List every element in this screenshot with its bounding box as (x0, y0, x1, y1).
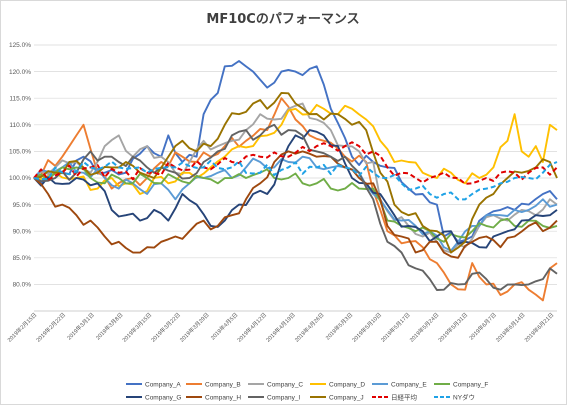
y-tick-label: 125.0% (9, 42, 31, 49)
series-line-company-b (33, 97, 558, 302)
legend-label: 日経平均 (391, 392, 418, 401)
series-line-company-j (33, 91, 558, 254)
legend-label: Company_F (453, 381, 488, 388)
y-tick-label: 90.0% (13, 228, 32, 235)
x-tick-label: 2019年3月8日 (94, 311, 125, 342)
x-tick-label: 2019年5月10日 (350, 311, 383, 344)
y-tick-label: 85.0% (13, 255, 32, 262)
legend-label: Company_G (145, 394, 182, 401)
legend-label: Company_E (391, 381, 427, 388)
x-tick-label: 2019年4月26日 (293, 311, 326, 344)
y-tick-label: 80.0% (13, 282, 32, 289)
legend-label: NYダウ (453, 392, 475, 401)
series-line-company-a (33, 60, 558, 243)
legend-label: Company_I (267, 394, 300, 401)
legend-label: Company_H (205, 394, 241, 401)
legend-label: Company_D (329, 381, 365, 388)
x-tick-label: 2019年4月12日 (235, 311, 268, 344)
x-tick-label: 2019年2月15日 (5, 311, 38, 344)
x-tick-label: 2019年4月19日 (264, 311, 297, 344)
y-tick-label: 110.0% (9, 122, 31, 129)
legend-label: Company_A (145, 381, 181, 388)
series-line-company-f (33, 166, 558, 243)
x-tick-label: 2019年6月21日 (522, 311, 555, 344)
x-tick-label: 2019年5月17日 (379, 311, 412, 344)
x-tick-label: 2019年5月31日 (436, 311, 469, 344)
chart-title: MF10Cのパフォーマンス (206, 12, 359, 27)
y-tick-label: 120.0% (9, 69, 31, 76)
x-tick-label: 2019年6月14日 (494, 311, 527, 344)
legend-label: Company_C (267, 381, 303, 388)
x-tick-label: 2019年3月22日 (149, 311, 182, 344)
x-tick-label: 2019年2月22日 (34, 311, 67, 344)
y-tick-label: 100.0% (9, 175, 31, 182)
legend-label: Company_B (205, 381, 241, 388)
x-tick-label: 2019年3月29日 (178, 311, 211, 344)
x-tick-label: 2019年5月3日 (324, 311, 355, 342)
x-tick-label: 2019年3月1日 (65, 311, 96, 342)
y-tick-label: 95.0% (13, 202, 32, 209)
series-line-ny- (33, 159, 558, 201)
series-line-- (33, 141, 558, 185)
y-tick-label: 115.0% (9, 95, 31, 102)
y-tick-label: 105.0% (9, 149, 31, 156)
x-tick-label: 2019年5月24日 (408, 311, 441, 344)
x-tick-label: 2019年6月7日 (467, 311, 498, 342)
x-tick-label: 2019年3月15日 (120, 311, 153, 344)
x-tick-label: 2019年4月5日 (209, 311, 240, 342)
series-line-company-i (33, 123, 558, 291)
legend-label: Company_J (329, 394, 364, 401)
